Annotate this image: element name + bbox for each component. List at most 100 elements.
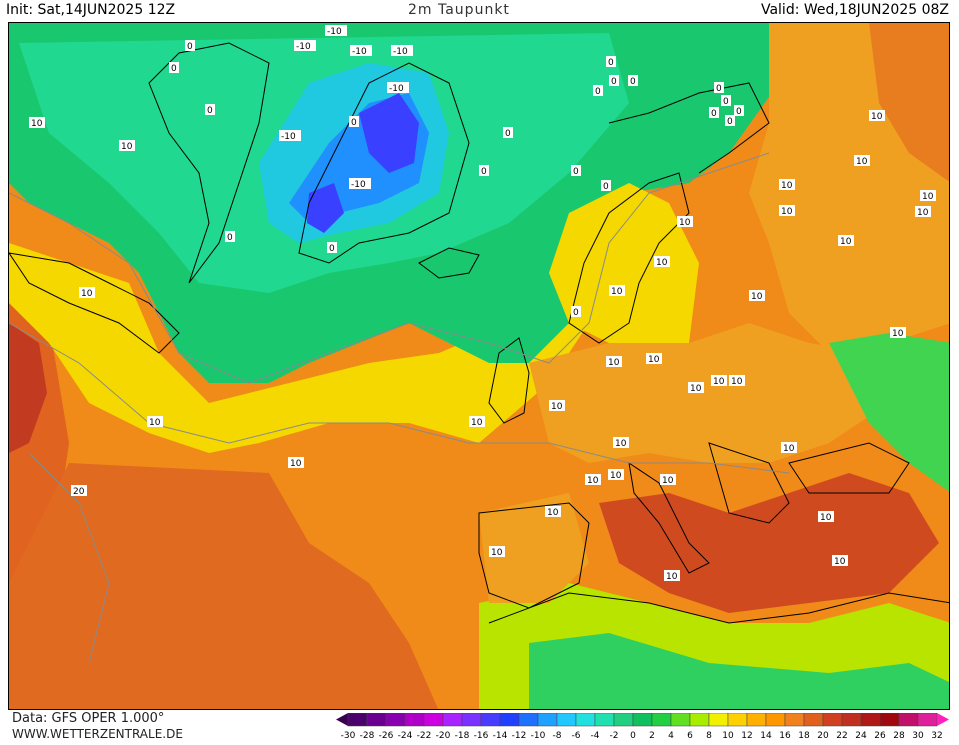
contour-label-bg — [609, 75, 619, 86]
field-minus14-greenland — [359, 93, 419, 173]
contour-label-bg — [606, 356, 622, 367]
contour-label: 10 — [489, 546, 505, 558]
contour-label-bg — [660, 474, 676, 485]
contour-label: 0 — [349, 116, 359, 128]
legend-tick-label: 16 — [779, 731, 791, 741]
legend-tick-label: 32 — [931, 731, 942, 741]
coastlines — [9, 42, 949, 624]
legend-swatch — [898, 712, 919, 727]
field-16-russia — [869, 23, 949, 182]
contour-label-bg — [169, 62, 179, 73]
contour-label-text: 10 — [31, 119, 43, 129]
field-20-med — [599, 473, 939, 613]
contour-label-text: 0 — [716, 84, 722, 94]
contour-label-bg — [832, 555, 848, 566]
scandinavia-coast — [568, 172, 690, 344]
legend-swatch — [784, 712, 805, 727]
contour-label: 10 — [779, 179, 795, 191]
legend-tick-label: -26 — [379, 731, 394, 741]
contour-label-text: 0 — [329, 244, 335, 254]
contour-label-bg — [606, 56, 616, 67]
contour-label-bg — [225, 231, 235, 242]
legend-tick-label: 26 — [874, 731, 886, 741]
contour-label: 10 — [711, 375, 727, 387]
contour-label-text: 0 — [351, 118, 357, 128]
contour-label: 0 — [609, 75, 619, 87]
contour-label-text: 10 — [290, 459, 302, 469]
contour-label-bg — [721, 95, 731, 106]
contour-label-bg — [725, 115, 735, 126]
valid-time-label: Valid: Wed,18JUN2025 08Z — [760, 2, 949, 18]
contour-label-bg — [325, 25, 347, 36]
legend-swatch — [727, 712, 748, 727]
contour-label: -10 — [279, 130, 301, 142]
legend-tick-label: 14 — [760, 731, 772, 741]
contour-label-text: 10 — [781, 181, 793, 191]
contour-label: 10 — [781, 442, 797, 454]
contour-label-bg — [71, 485, 87, 496]
contour-label-bg — [79, 287, 95, 298]
contour-label-text: 0 — [171, 64, 177, 74]
contour-label-bg — [205, 104, 215, 115]
legend-swatch — [518, 712, 539, 727]
contour-label-bg — [779, 205, 795, 216]
italy-coast — [628, 461, 710, 574]
contour-label: 0 — [571, 306, 581, 318]
contour-label-bg — [714, 82, 724, 93]
contour-line-0 — [9, 152, 770, 384]
contour-label: 10 — [688, 382, 704, 394]
legend-tick-label: -8 — [553, 731, 562, 741]
contour-label-bg — [489, 546, 505, 557]
legend-tick-label: 4 — [668, 731, 674, 741]
contour-label-bg — [749, 290, 765, 301]
contour-label-bg — [571, 165, 581, 176]
legend-tick-label: -4 — [591, 731, 600, 741]
contour-label: 0 — [606, 56, 616, 68]
legend-swatch — [499, 712, 520, 727]
legend-tick-label: -10 — [531, 731, 546, 741]
contour-label-bg — [915, 206, 931, 217]
contour-label-text: 10 — [610, 471, 622, 481]
init-time-label: Init: Sat,14JUN2025 12Z — [6, 2, 176, 18]
contour-label: 10 — [749, 290, 765, 302]
contour-label-text: 0 — [611, 77, 617, 87]
legend-swatch — [803, 712, 824, 727]
contour-label-bg — [654, 256, 670, 267]
contour-label: 10 — [288, 457, 304, 469]
legend-swatch — [347, 712, 368, 727]
website-label: WWW.WETTERZENTRALE.DE — [12, 727, 183, 741]
contour-label-bg — [327, 242, 337, 253]
contour-label: 10 — [549, 400, 565, 412]
contour-label-text: 10 — [666, 572, 678, 582]
legend-swatch — [480, 712, 501, 727]
contour-label-text: 0 — [207, 106, 213, 116]
contour-label-bg — [119, 140, 135, 151]
contour-label: 10 — [654, 256, 670, 268]
contour-label-bg — [479, 165, 489, 176]
contour-label: 0 — [721, 95, 731, 107]
contour-label: 0 — [601, 180, 611, 192]
contour-label: -10 — [391, 45, 413, 57]
legend-swatch — [879, 712, 900, 727]
field-minus14-greenland-south — [307, 183, 344, 233]
contour-label: 0 — [709, 107, 719, 119]
legend-tick-label: -2 — [610, 731, 619, 741]
contour-label-bg — [279, 130, 301, 141]
legend-swatch — [670, 712, 691, 727]
contour-label: 0 — [205, 104, 215, 116]
contour-label-bg — [609, 285, 625, 296]
contour-label-bg — [838, 235, 854, 246]
contour-label-bg — [294, 40, 316, 51]
legend-right-arrow — [937, 713, 949, 726]
legend-tick-label: -28 — [360, 731, 375, 741]
contour-label: 0 — [479, 165, 489, 177]
legend-swatch — [461, 712, 482, 727]
contour-label-bg — [601, 180, 611, 191]
contour-label: 10 — [646, 353, 662, 365]
contour-label-bg — [709, 107, 719, 118]
contour-label-text: 10 — [783, 444, 795, 454]
legend-tick-label: -20 — [436, 731, 451, 741]
contour-label-text: 10 — [587, 476, 599, 486]
contour-label-text: 10 — [615, 439, 627, 449]
